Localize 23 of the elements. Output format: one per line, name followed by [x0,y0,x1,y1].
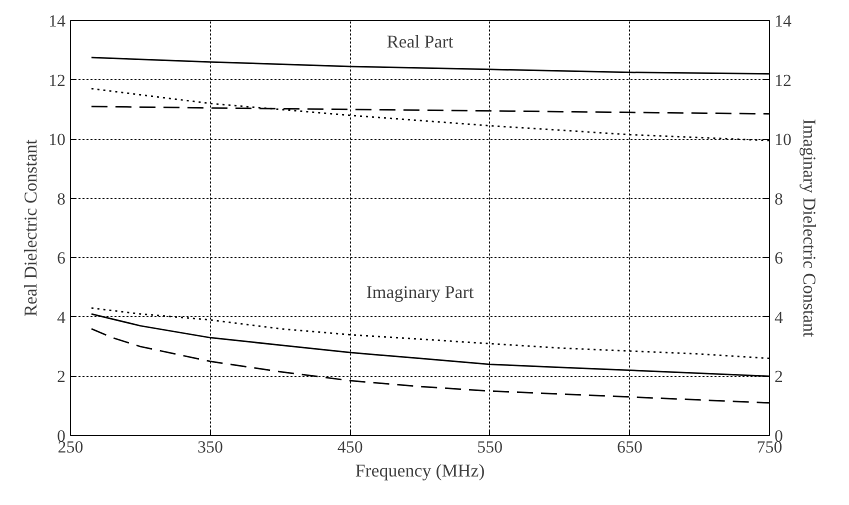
x-tick-label: 350 [198,438,224,456]
y2-tick-label: 8 [774,189,783,208]
y-tick-label: 6 [57,248,66,268]
y2-tick-label: 14 [774,12,792,30]
y-tick-label: 8 [57,189,66,208]
x-axis-title: Frequency (MHz) [355,460,485,480]
y-tick-label: 14 [48,12,66,30]
y-tick-label: 12 [48,70,66,90]
y-axis-title: Real Dielectric Constant [20,140,40,316]
annotation: Imaginary Part [366,282,474,302]
y2-tick-label: 10 [774,130,792,150]
x-tick-label: 550 [477,438,503,456]
y2-tick-label: 2 [774,367,783,386]
x-tick-label: 450 [337,438,363,456]
y2-tick-label: 6 [774,248,783,268]
y-tick-label: 10 [48,130,66,150]
y-tick-label: 2 [57,367,66,386]
y2-tick-label: 12 [774,70,792,90]
y2-tick-label: 4 [774,308,784,327]
x-tick-label: 650 [616,438,642,456]
y2-axis-title: Imaginary Dielectric Constant [800,119,820,337]
annotation: Real Part [386,32,454,52]
y-tick-label: 4 [57,308,66,327]
